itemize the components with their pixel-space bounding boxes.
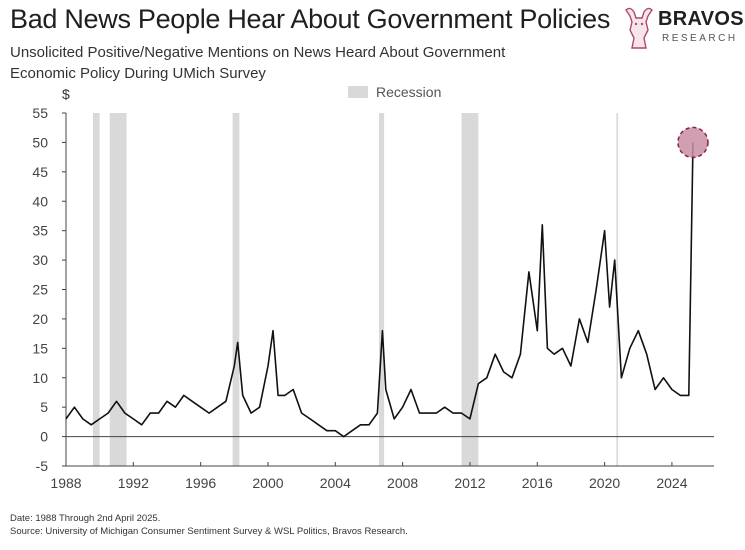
legend-recession-swatch bbox=[348, 86, 368, 98]
x-tick-label: 1996 bbox=[185, 475, 216, 491]
highlight bbox=[677, 126, 709, 159]
logo-tagline: RESEARCH bbox=[662, 33, 738, 44]
x-tick-label: 2024 bbox=[656, 475, 687, 491]
y-tick-label: 5 bbox=[40, 399, 48, 415]
y-tick-label: -5 bbox=[36, 458, 49, 474]
legend-recession-label: Recession bbox=[376, 84, 442, 100]
y-tick-label: 10 bbox=[32, 370, 48, 386]
axes: -5 0 5 10 15 20 25 30 35 40 45 50 55 1988 1992 1996 2000… bbox=[32, 105, 714, 491]
date-note: Date: 1988 Through 2nd April 2025. bbox=[10, 513, 161, 524]
recession-band bbox=[232, 113, 240, 466]
x-tick-label: 2012 bbox=[454, 475, 485, 491]
series bbox=[65, 142, 694, 438]
line-chart: -5 0 5 10 15 20 25 30 35 40 45 50 55 1988 1992 1996 2000… bbox=[32, 105, 714, 491]
y-tick-label: 25 bbox=[32, 282, 48, 298]
series-line bbox=[65, 142, 694, 438]
recession-band bbox=[616, 113, 619, 466]
y-tick-label: 45 bbox=[32, 164, 48, 180]
x-tick-label: 2004 bbox=[320, 475, 351, 491]
latest-value-highlight bbox=[677, 126, 709, 159]
bull-icon bbox=[625, 7, 653, 49]
y-tick-label: 50 bbox=[32, 134, 48, 150]
x-tick-label: 2016 bbox=[522, 475, 553, 491]
y-tick-label: 15 bbox=[32, 340, 48, 356]
x-tick-label: 2008 bbox=[387, 475, 418, 491]
y-tick-label: 0 bbox=[40, 429, 48, 445]
x-tick-label: 1992 bbox=[118, 475, 149, 491]
y-axis-unit: $ bbox=[62, 86, 70, 102]
source-note: Source: University of Michigan Consumer … bbox=[10, 526, 408, 537]
recession-bands bbox=[92, 113, 619, 466]
recession-band bbox=[109, 113, 127, 466]
recession-band bbox=[379, 113, 385, 466]
chart-subtitle: Unsolicited Positive/Negative Mentions o… bbox=[10, 44, 506, 82]
bravos-logo: BRAVOS RESEARCH bbox=[622, 4, 744, 52]
y-tick-label: 30 bbox=[32, 252, 48, 268]
logo-name: BRAVOS bbox=[658, 8, 744, 30]
recession-band bbox=[461, 113, 479, 466]
footer: Date: 1988 Through 2nd April 2025. Sourc… bbox=[10, 512, 408, 538]
y-tick-label: 55 bbox=[32, 105, 48, 121]
x-tick-label: 1988 bbox=[50, 475, 81, 491]
y-tick-label: 40 bbox=[32, 193, 48, 209]
legend: Recession bbox=[348, 84, 441, 100]
y-tick-label: 35 bbox=[32, 223, 48, 239]
chart-title: Bad News People Hear About Government Po… bbox=[10, 4, 611, 34]
x-tick-label: 2020 bbox=[589, 475, 620, 491]
recession-band bbox=[92, 113, 100, 466]
x-tick-label: 2000 bbox=[252, 475, 283, 491]
y-tick-label: 20 bbox=[32, 311, 48, 327]
